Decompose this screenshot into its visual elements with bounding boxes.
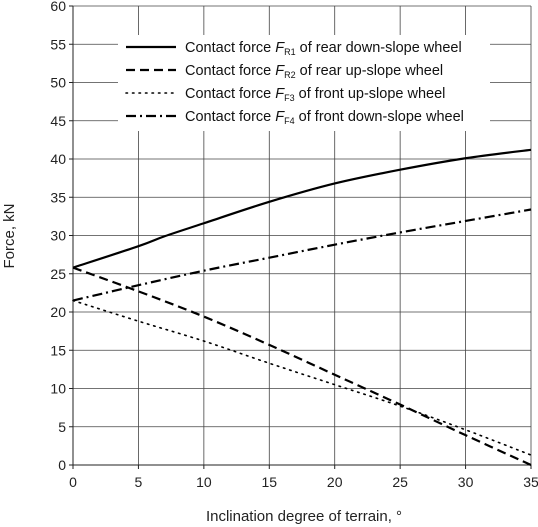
y-tick-label: 50 xyxy=(50,75,66,91)
y-tick-label: 20 xyxy=(50,304,66,320)
y-tick-label: 55 xyxy=(50,36,66,52)
y-tick-label: 40 xyxy=(50,151,66,167)
legend-label-2: Contact force FR2 of rear up-slope wheel xyxy=(185,63,443,80)
series-line-3 xyxy=(72,299,532,456)
legend-label-4: Contact force FF4 of front down-slope wh… xyxy=(185,109,464,126)
y-tick-label: 15 xyxy=(50,342,66,358)
x-axis-label: Inclination degree of terrain, ° xyxy=(206,508,402,525)
y-tick-label: 30 xyxy=(50,228,66,244)
legend-background xyxy=(118,35,490,131)
x-tick-label: 35 xyxy=(523,474,538,490)
series-line-1 xyxy=(72,148,532,269)
x-tick-label: 10 xyxy=(196,474,212,490)
x-tick-label: 20 xyxy=(327,474,343,490)
legend-label-3: Contact force FF3 of front up-slope whee… xyxy=(185,86,445,103)
series-line-4 xyxy=(72,208,532,302)
y-tick-label: 10 xyxy=(50,381,66,397)
axes xyxy=(69,5,532,469)
legend-label-1: Contact force FR1 of rear down-slope whe… xyxy=(185,40,462,57)
series-line-2 xyxy=(72,266,532,467)
x-tick-label: 5 xyxy=(135,474,143,490)
y-tick-label: 45 xyxy=(50,113,66,129)
y-tick-label: 35 xyxy=(50,189,66,205)
y-tick-label: 0 xyxy=(58,457,66,473)
y-tick-label: 60 xyxy=(50,0,66,14)
tick-labels: 0 5 10 15 20 25 30 35 40 45 50 55 60 0 5 10 15 20 25 30 35 xyxy=(50,0,538,490)
x-tick-label: 30 xyxy=(458,474,474,490)
y-tick-label: 25 xyxy=(50,266,66,282)
x-tick-label: 0 xyxy=(69,474,77,490)
x-tick-label: 25 xyxy=(392,474,408,490)
x-tick-label: 15 xyxy=(261,474,277,490)
series-lines xyxy=(72,148,532,467)
legend: Contact force FR1 of rear down-slope whe… xyxy=(125,40,464,126)
y-tick-label: 5 xyxy=(58,419,66,435)
y-axis-label: Force, kN xyxy=(1,203,18,268)
